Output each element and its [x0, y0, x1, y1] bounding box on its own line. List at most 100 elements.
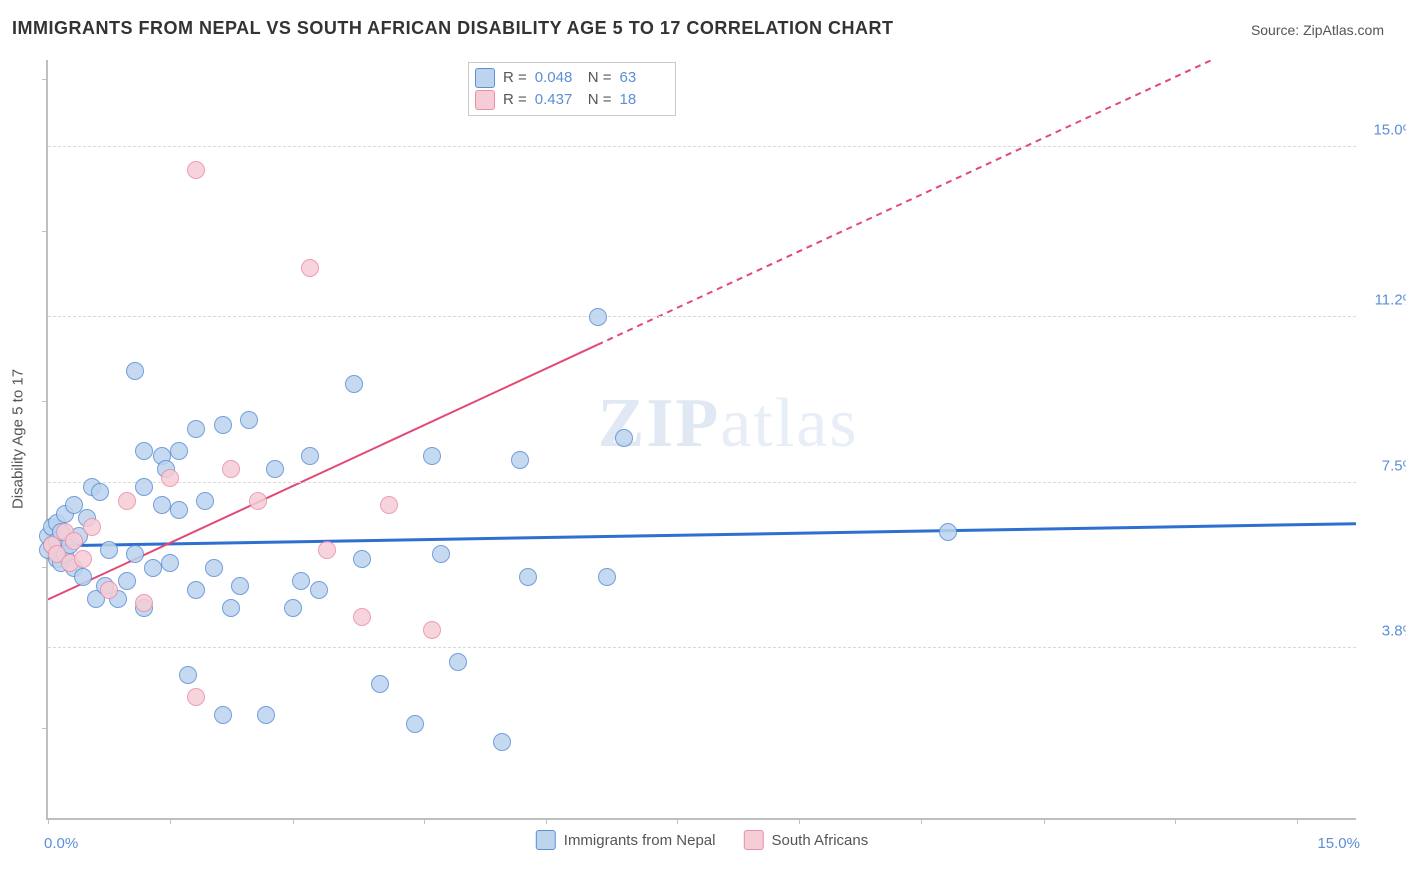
data-point	[187, 581, 205, 599]
data-point	[345, 375, 363, 393]
data-point	[118, 572, 136, 590]
data-point	[257, 706, 275, 724]
data-point	[222, 599, 240, 617]
x-tick-mark	[293, 818, 294, 824]
x-tick-mark	[170, 818, 171, 824]
data-point	[432, 545, 450, 563]
data-point	[179, 666, 197, 684]
trend-lines-layer	[48, 60, 1356, 818]
legend-swatch-series-1	[475, 90, 495, 110]
r-value-series-0: 0.048	[535, 67, 580, 89]
data-point	[100, 541, 118, 559]
data-point	[91, 483, 109, 501]
data-point	[589, 308, 607, 326]
data-point	[318, 541, 336, 559]
data-point	[423, 621, 441, 639]
chart-title: IMMIGRANTS FROM NEPAL VS SOUTH AFRICAN D…	[12, 18, 894, 39]
data-point	[519, 568, 537, 586]
y-tick-mark	[42, 728, 48, 729]
n-value-series-0: 63	[620, 67, 665, 89]
data-point	[292, 572, 310, 590]
x-tick-mark	[799, 818, 800, 824]
data-point	[939, 523, 957, 541]
data-point	[380, 496, 398, 514]
data-point	[371, 675, 389, 693]
legend-label-series-0: Immigrants from Nepal	[564, 832, 716, 849]
x-tick-mark	[424, 818, 425, 824]
legend-item-series-0: Immigrants from Nepal	[536, 830, 716, 850]
data-point	[214, 416, 232, 434]
data-point	[126, 362, 144, 380]
x-tick-mark	[1297, 818, 1298, 824]
source-attribution: Source: ZipAtlas.com	[1251, 22, 1384, 38]
x-axis-max-label: 15.0%	[1317, 835, 1360, 852]
legend-swatch-bottom-0	[536, 830, 556, 850]
gridline	[48, 316, 1356, 317]
data-point	[310, 581, 328, 599]
data-point	[353, 550, 371, 568]
gridline	[48, 647, 1356, 648]
data-point	[135, 442, 153, 460]
data-point	[187, 420, 205, 438]
chart-container: IMMIGRANTS FROM NEPAL VS SOUTH AFRICAN D…	[0, 0, 1406, 892]
data-point	[135, 478, 153, 496]
data-point	[511, 451, 529, 469]
y-tick-mark	[42, 401, 48, 402]
y-tick-mark	[42, 567, 48, 568]
data-point	[100, 581, 118, 599]
x-tick-mark	[546, 818, 547, 824]
data-point	[449, 653, 467, 671]
legend-series: Immigrants from Nepal South Africans	[536, 830, 868, 850]
y-tick-label: 3.8%	[1361, 623, 1406, 640]
gridline	[48, 146, 1356, 147]
data-point	[83, 518, 101, 536]
data-point	[74, 550, 92, 568]
data-point	[187, 688, 205, 706]
data-point	[144, 559, 162, 577]
data-point	[170, 442, 188, 460]
x-axis-min-label: 0.0%	[44, 835, 78, 852]
data-point	[118, 492, 136, 510]
data-point	[615, 429, 633, 447]
data-point	[153, 496, 171, 514]
y-axis-label: Disability Age 5 to 17	[10, 369, 27, 509]
data-point	[266, 460, 284, 478]
data-point	[406, 715, 424, 733]
data-point	[598, 568, 616, 586]
data-point	[205, 559, 223, 577]
legend-correlation: R = 0.048 N = 63 R = 0.437 N = 18	[468, 62, 676, 116]
y-tick-mark	[42, 79, 48, 80]
data-point	[423, 447, 441, 465]
plot-area: ZIPatlas R = 0.048 N = 63 R = 0.437 N = …	[46, 60, 1356, 820]
legend-item-series-1: South Africans	[743, 830, 868, 850]
y-tick-label: 7.5%	[1361, 457, 1406, 474]
y-tick-mark	[42, 231, 48, 232]
r-value-series-1: 0.437	[535, 89, 580, 111]
x-tick-mark	[1175, 818, 1176, 824]
data-point	[353, 608, 371, 626]
legend-row-series-1: R = 0.437 N = 18	[475, 89, 665, 111]
legend-swatch-bottom-1	[743, 830, 763, 850]
watermark: ZIPatlas	[598, 384, 859, 464]
data-point	[187, 161, 205, 179]
data-point	[161, 554, 179, 572]
data-point	[196, 492, 214, 510]
x-tick-mark	[677, 818, 678, 824]
data-point	[65, 532, 83, 550]
data-point	[222, 460, 240, 478]
y-tick-label: 15.0%	[1361, 122, 1406, 139]
y-tick-label: 11.2%	[1361, 292, 1406, 309]
data-point	[240, 411, 258, 429]
n-value-series-1: 18	[620, 89, 665, 111]
x-tick-mark	[921, 818, 922, 824]
legend-swatch-series-0	[475, 68, 495, 88]
data-point	[231, 577, 249, 595]
data-point	[284, 599, 302, 617]
gridline	[48, 482, 1356, 483]
legend-row-series-0: R = 0.048 N = 63	[475, 67, 665, 89]
x-tick-mark	[1044, 818, 1045, 824]
x-tick-mark	[48, 818, 49, 824]
data-point	[161, 469, 179, 487]
data-point	[249, 492, 267, 510]
data-point	[493, 733, 511, 751]
